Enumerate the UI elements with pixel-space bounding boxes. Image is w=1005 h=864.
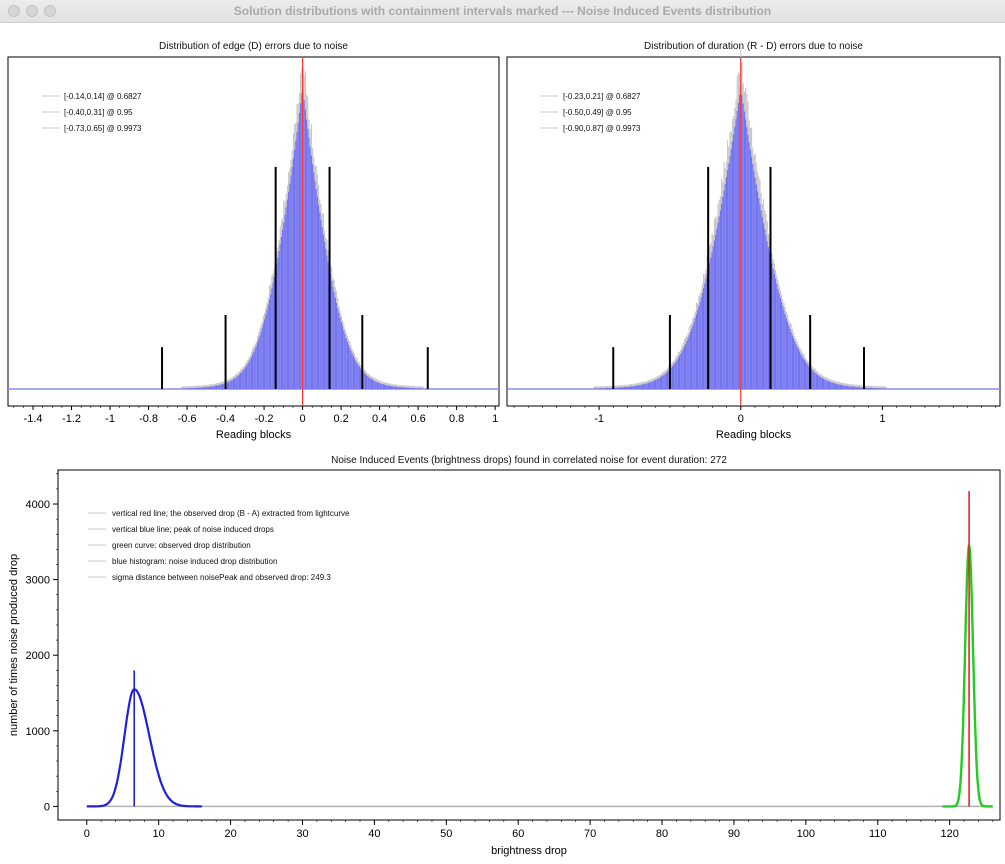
legend-entry: [-0.14,0.14] @ 0.6827 (64, 92, 142, 101)
x-tick-label: 0.2 (333, 413, 348, 425)
y-tick-label: 2000 (26, 650, 50, 662)
y-tick-label: 0 (44, 801, 50, 813)
x-tick-label: 1 (492, 413, 498, 425)
y-tick-label: 1000 (26, 726, 50, 738)
x-axis-label: Reading blocks (216, 429, 292, 441)
x-axis-label: Reading blocks (716, 429, 792, 441)
x-tick-label: 0 (300, 413, 306, 425)
legend-entry: [-0.73,0.65] @ 0.9973 (64, 124, 142, 133)
noise-induced-drop-curve (86, 688, 202, 808)
x-tick-label: -0.2 (255, 413, 274, 425)
y-axis-label: number of times noise produced drop (8, 554, 20, 736)
x-tick-label: 40 (368, 828, 380, 840)
x-tick-label: -1.4 (24, 413, 43, 425)
window-titlebar: Solution distributions with containment … (0, 0, 1005, 23)
x-tick-label: -0.6 (178, 413, 197, 425)
legend-entry: [-0.90,0.87] @ 0.9973 (563, 124, 641, 133)
chart-title: Noise Induced Events (brightness drops) … (331, 455, 727, 466)
x-tick-label: 60 (512, 828, 524, 840)
histogram-bars (593, 45, 887, 389)
duration-error-chart: Distribution of duration (R - D) errors … (506, 41, 1001, 441)
x-tick-label: 0.6 (410, 413, 425, 425)
x-tick-label: -1.2 (62, 413, 81, 425)
x-tick-label: 80 (656, 828, 668, 840)
legend-entry: vertical blue line; peak of noise induce… (112, 525, 274, 534)
legend-entry: sigma distance between noisePeak and obs… (112, 573, 331, 582)
x-tick-label: 90 (728, 828, 740, 840)
y-tick-label: 3000 (26, 575, 50, 587)
edge-error-chart: Distribution of edge (D) errors due to n… (7, 41, 500, 441)
x-tick-label: 50 (440, 828, 452, 840)
minimize-window-button[interactable] (26, 5, 38, 17)
zoom-window-button[interactable] (44, 5, 56, 17)
x-tick-label: 0.8 (449, 413, 464, 425)
legend-entry: [-0.23,0.21] @ 0.6827 (563, 92, 641, 101)
close-window-button[interactable] (8, 5, 20, 17)
x-axis-label: brightness drop (491, 845, 567, 857)
chart-title: Distribution of duration (R - D) errors … (644, 41, 863, 52)
legend-entry: [-0.50,0.49] @ 0.95 (563, 108, 632, 117)
x-tick-label: 1 (879, 413, 885, 425)
x-tick-label: 0 (84, 828, 90, 840)
window-title: Solution distributions with containment … (233, 4, 772, 18)
x-tick-label: 10 (153, 828, 165, 840)
x-tick-label: -1 (594, 413, 604, 425)
x-tick-label: 0.4 (372, 413, 387, 425)
chart-title: Distribution of edge (D) errors due to n… (159, 41, 348, 52)
y-tick-label: 4000 (26, 499, 50, 511)
legend-entry: vertical red line; the observed drop (B … (112, 509, 350, 518)
x-tick-label: 30 (296, 828, 308, 840)
x-tick-label: 70 (584, 828, 596, 840)
x-tick-label: -0.8 (139, 413, 158, 425)
legend-entry: blue histogram: noise induced drop distr… (112, 557, 277, 566)
x-tick-label: -0.4 (216, 413, 235, 425)
plot-frame (57, 469, 1001, 821)
x-tick-label: 20 (224, 828, 236, 840)
x-tick-label: 0 (738, 413, 744, 425)
observed-drop-curve (942, 541, 993, 808)
x-tick-label: -1 (105, 413, 115, 425)
x-tick-label: 110 (869, 828, 887, 840)
x-tick-label: 120 (940, 828, 958, 840)
legend-entry: [-0.40,0.31] @ 0.95 (64, 108, 133, 117)
x-tick-label: 100 (797, 828, 815, 840)
legend-entry: green curve: observed drop distribution (112, 541, 251, 550)
noise-events-chart: Noise Induced Events (brightness drops) … (8, 455, 1001, 857)
